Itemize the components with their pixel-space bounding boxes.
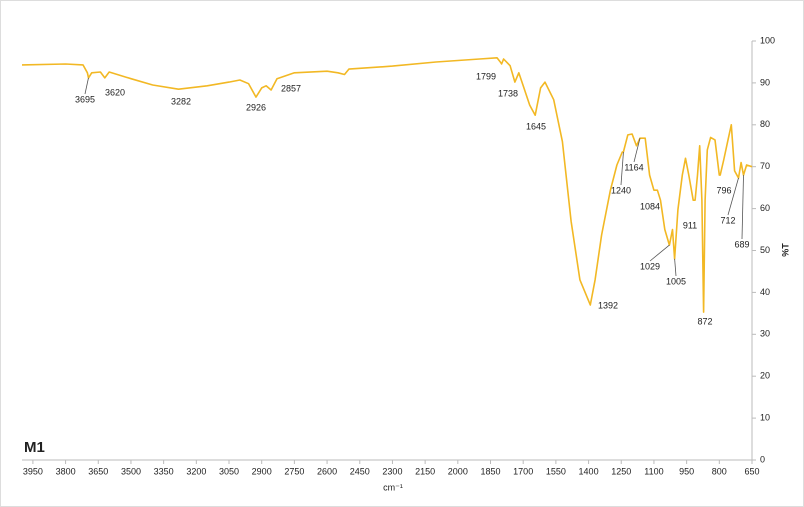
x-tick-label: 2900 xyxy=(252,466,272,476)
x-tick-label: 3500 xyxy=(121,466,141,476)
x-tick-label: 2300 xyxy=(382,466,402,476)
x-tick-label: 3200 xyxy=(186,466,206,476)
x-tick-label: 3350 xyxy=(154,466,174,476)
peak-label: 1029 xyxy=(640,261,660,271)
peak-label: 1240 xyxy=(611,185,631,195)
y-tick-label: 70 xyxy=(760,161,770,171)
peak-leader xyxy=(674,258,677,277)
y-tick-label: 60 xyxy=(760,203,770,213)
peak-label: 3282 xyxy=(171,96,191,106)
x-tick-label: 1700 xyxy=(513,466,533,476)
peak-leader xyxy=(84,77,89,95)
x-tick-label: 3950 xyxy=(23,466,43,476)
peak-label: 2926 xyxy=(246,102,266,112)
y-tick-label: 20 xyxy=(760,371,770,381)
x-tick-label: 1550 xyxy=(546,466,566,476)
peak-label: 3695 xyxy=(75,94,95,104)
peak-leader xyxy=(649,244,670,262)
peak-leader xyxy=(633,138,641,163)
peak-label: 3620 xyxy=(105,87,125,97)
peak-label: 1164 xyxy=(624,162,643,172)
spectrum-line xyxy=(21,57,753,313)
x-tick-label: 2150 xyxy=(415,466,435,476)
peak-label: 712 xyxy=(720,215,735,225)
peak-label: 2857 xyxy=(281,83,301,93)
x-tick-label: 1400 xyxy=(579,466,599,476)
peak-label: 1738 xyxy=(498,88,518,98)
peak-label: 1799 xyxy=(476,71,496,81)
y-axis-label: %T xyxy=(780,243,790,257)
x-tick-label: 950 xyxy=(679,466,694,476)
y-tick-label: 90 xyxy=(760,77,770,87)
x-tick-label: 800 xyxy=(712,466,727,476)
sample-label: M1 xyxy=(24,439,45,456)
peak-label: 689 xyxy=(734,239,749,249)
y-tick-label: 100 xyxy=(760,35,775,45)
peak-label: 872 xyxy=(697,316,712,326)
peak-label: 911 xyxy=(683,220,697,230)
peak-label: 1005 xyxy=(666,276,686,286)
x-tick-label: 1850 xyxy=(480,466,500,476)
y-tick-label: 0 xyxy=(760,454,765,464)
peak-leader xyxy=(727,177,739,216)
peak-label: 796 xyxy=(716,185,731,195)
x-tick-label: 3050 xyxy=(219,466,239,476)
peak-label: 1084 xyxy=(640,201,660,211)
x-tick-label: 2750 xyxy=(284,466,304,476)
peak-label: 1392 xyxy=(598,300,618,310)
x-axis-label: cm⁻¹ xyxy=(383,482,403,492)
x-tick-label: 2450 xyxy=(350,466,370,476)
y-tick-label: 10 xyxy=(760,412,770,422)
x-tick-label: 2600 xyxy=(317,466,337,476)
peak-label: 1645 xyxy=(526,121,546,131)
x-tick-label: 650 xyxy=(744,466,759,476)
peak-leader xyxy=(620,152,624,186)
x-tick-label: 1250 xyxy=(611,466,631,476)
y-tick-label: 50 xyxy=(760,245,770,255)
y-tick-label: 80 xyxy=(760,119,770,129)
x-tick-label: 1100 xyxy=(644,466,663,476)
y-tick-label: 40 xyxy=(760,287,770,297)
x-tick-label: 3800 xyxy=(56,466,76,476)
x-tick-label: 3650 xyxy=(88,466,108,476)
x-tick-label: 2000 xyxy=(448,466,468,476)
peak-leader xyxy=(741,175,744,240)
y-tick-label: 30 xyxy=(760,329,770,339)
